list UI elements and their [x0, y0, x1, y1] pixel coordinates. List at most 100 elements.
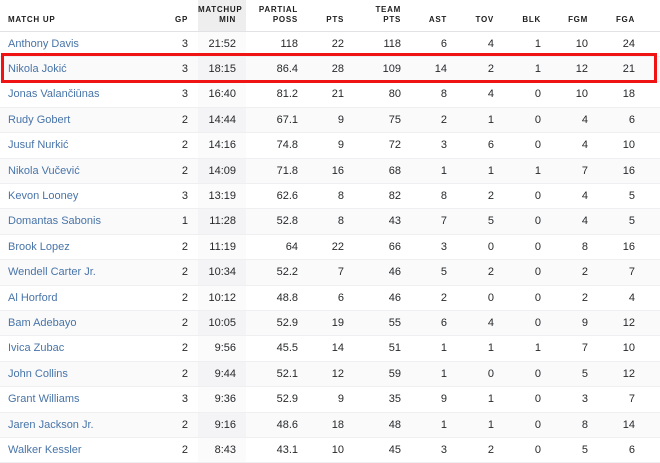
cell-fgp: 70.0	[645, 335, 660, 362]
cell-fgp: 57.1	[645, 412, 660, 439]
cell-blk: 1	[504, 31, 551, 57]
cell-fgm: 8	[551, 234, 598, 261]
cell-tpts: 72	[354, 132, 411, 159]
cell-poss: 43.1	[246, 437, 308, 463]
cell-player-name[interactable]: Jonas Valančiūnas	[0, 81, 152, 108]
cell-ast: 6	[411, 31, 457, 57]
column-header-fga[interactable]: FGA	[598, 0, 645, 32]
cell-player-name[interactable]: Al Horford	[0, 285, 152, 311]
player-link[interactable]: Nikola Jokić	[8, 62, 67, 75]
player-link[interactable]: Bam Adebayo	[8, 316, 77, 329]
cell-min: 14:09	[198, 158, 246, 184]
player-link[interactable]: Jaren Jackson Jr.	[8, 418, 94, 431]
cell-poss: 52.9	[246, 386, 308, 413]
cell-fgm: 8	[551, 412, 598, 439]
cell-player-name[interactable]: Nikola Jokić	[0, 56, 152, 83]
player-link[interactable]: Walker Kessler	[8, 444, 82, 456]
player-link[interactable]: Ivica Zubac	[8, 342, 65, 355]
cell-player-name[interactable]: Rudy Gobert	[0, 107, 152, 134]
column-header-tov[interactable]: TOV	[457, 0, 504, 32]
column-header-fgp[interactable]: FG%	[645, 0, 660, 32]
column-header-min[interactable]: MATCHUP MIN	[198, 0, 246, 32]
table-row[interactable]: Jonas Valančiūnas 316:4081.22180840101855…	[0, 81, 660, 108]
table-header-row: MATCH UP GP MATCHUP MIN PARTIAL POSS PTS TEAM…	[0, 0, 660, 32]
cell-tov: 0	[457, 285, 504, 311]
player-link[interactable]: Jusuf Nurkić	[8, 139, 69, 152]
cell-min: 14:16	[198, 132, 246, 159]
cell-player-name[interactable]: Jusuf Nurkić	[0, 132, 152, 159]
column-header-gp[interactable]: GP	[152, 0, 198, 32]
player-link[interactable]: John Collins	[8, 367, 68, 380]
column-header-tpts[interactable]: TEAM PTS	[354, 0, 411, 32]
cell-player-name[interactable]: Bam Adebayo	[0, 310, 152, 337]
player-link[interactable]: Grant Williams	[8, 393, 80, 406]
column-header-poss[interactable]: PARTIAL POSS	[246, 0, 308, 32]
cell-pts: 21	[308, 81, 354, 108]
cell-player-name[interactable]: Ivica Zubac	[0, 335, 152, 362]
column-header-fgm[interactable]: FGM	[551, 0, 598, 32]
cell-tpts: 75	[354, 107, 411, 134]
player-link[interactable]: Kevon Looney	[8, 189, 79, 202]
cell-tov: 1	[457, 412, 504, 439]
cell-fgm: 12	[551, 56, 598, 83]
cell-fga: 10	[598, 132, 645, 159]
cell-tov: 2	[457, 437, 504, 463]
cell-pts: 28	[308, 56, 354, 83]
player-link[interactable]: Rudy Gobert	[8, 113, 71, 126]
player-link[interactable]: Jonas Valančiūnas	[8, 88, 100, 101]
cell-fga: 12	[598, 361, 645, 388]
cell-player-name[interactable]: Kevon Looney	[0, 183, 152, 210]
column-header-blk[interactable]: BLK	[504, 0, 551, 32]
cell-blk: 0	[504, 81, 551, 108]
cell-fga: 24	[598, 31, 645, 57]
column-header-pts[interactable]: PTS	[308, 0, 354, 32]
cell-min: 16:40	[198, 81, 246, 108]
player-link[interactable]: Domantas Sabonis	[8, 215, 101, 228]
cell-fgm: 7	[551, 158, 598, 184]
cell-player-name[interactable]: Wendell Carter Jr.	[0, 259, 152, 286]
player-link[interactable]: Brook Lopez	[8, 240, 70, 253]
cell-gp: 1	[152, 208, 198, 235]
cell-player-name[interactable]: Anthony Davis	[0, 31, 152, 57]
cell-tpts: 46	[354, 259, 411, 286]
cell-player-name[interactable]: Domantas Sabonis	[0, 208, 152, 235]
cell-blk: 0	[504, 234, 551, 261]
player-link[interactable]: Wendell Carter Jr.	[8, 266, 96, 279]
cell-player-name[interactable]: Brook Lopez	[0, 234, 152, 261]
cell-min: 13:19	[198, 183, 246, 210]
cell-min: 21:52	[198, 31, 246, 57]
player-link[interactable]: Al Horford	[8, 291, 58, 304]
cell-gp: 2	[152, 234, 198, 261]
cell-tpts: 80	[354, 81, 411, 108]
player-link[interactable]: Anthony Davis	[8, 37, 79, 50]
cell-player-name[interactable]: Walker Kessler	[0, 437, 152, 463]
player-link[interactable]: Nikola Vučević	[8, 164, 80, 177]
column-header-ast[interactable]: AST	[411, 0, 457, 32]
cell-player-name[interactable]: Jaren Jackson Jr.	[0, 412, 152, 439]
cell-player-name[interactable]: Grant Williams	[0, 386, 152, 413]
column-header-name[interactable]: MATCH UP	[0, 0, 152, 32]
cell-ast: 1	[411, 361, 457, 388]
cell-tpts: 45	[354, 437, 411, 463]
cell-player-name[interactable]: Nikola Vučević	[0, 158, 152, 184]
cell-fga: 5	[598, 208, 645, 235]
cell-blk: 0	[504, 361, 551, 388]
cell-gp: 3	[152, 386, 198, 413]
cell-player-name[interactable]: John Collins	[0, 361, 152, 388]
